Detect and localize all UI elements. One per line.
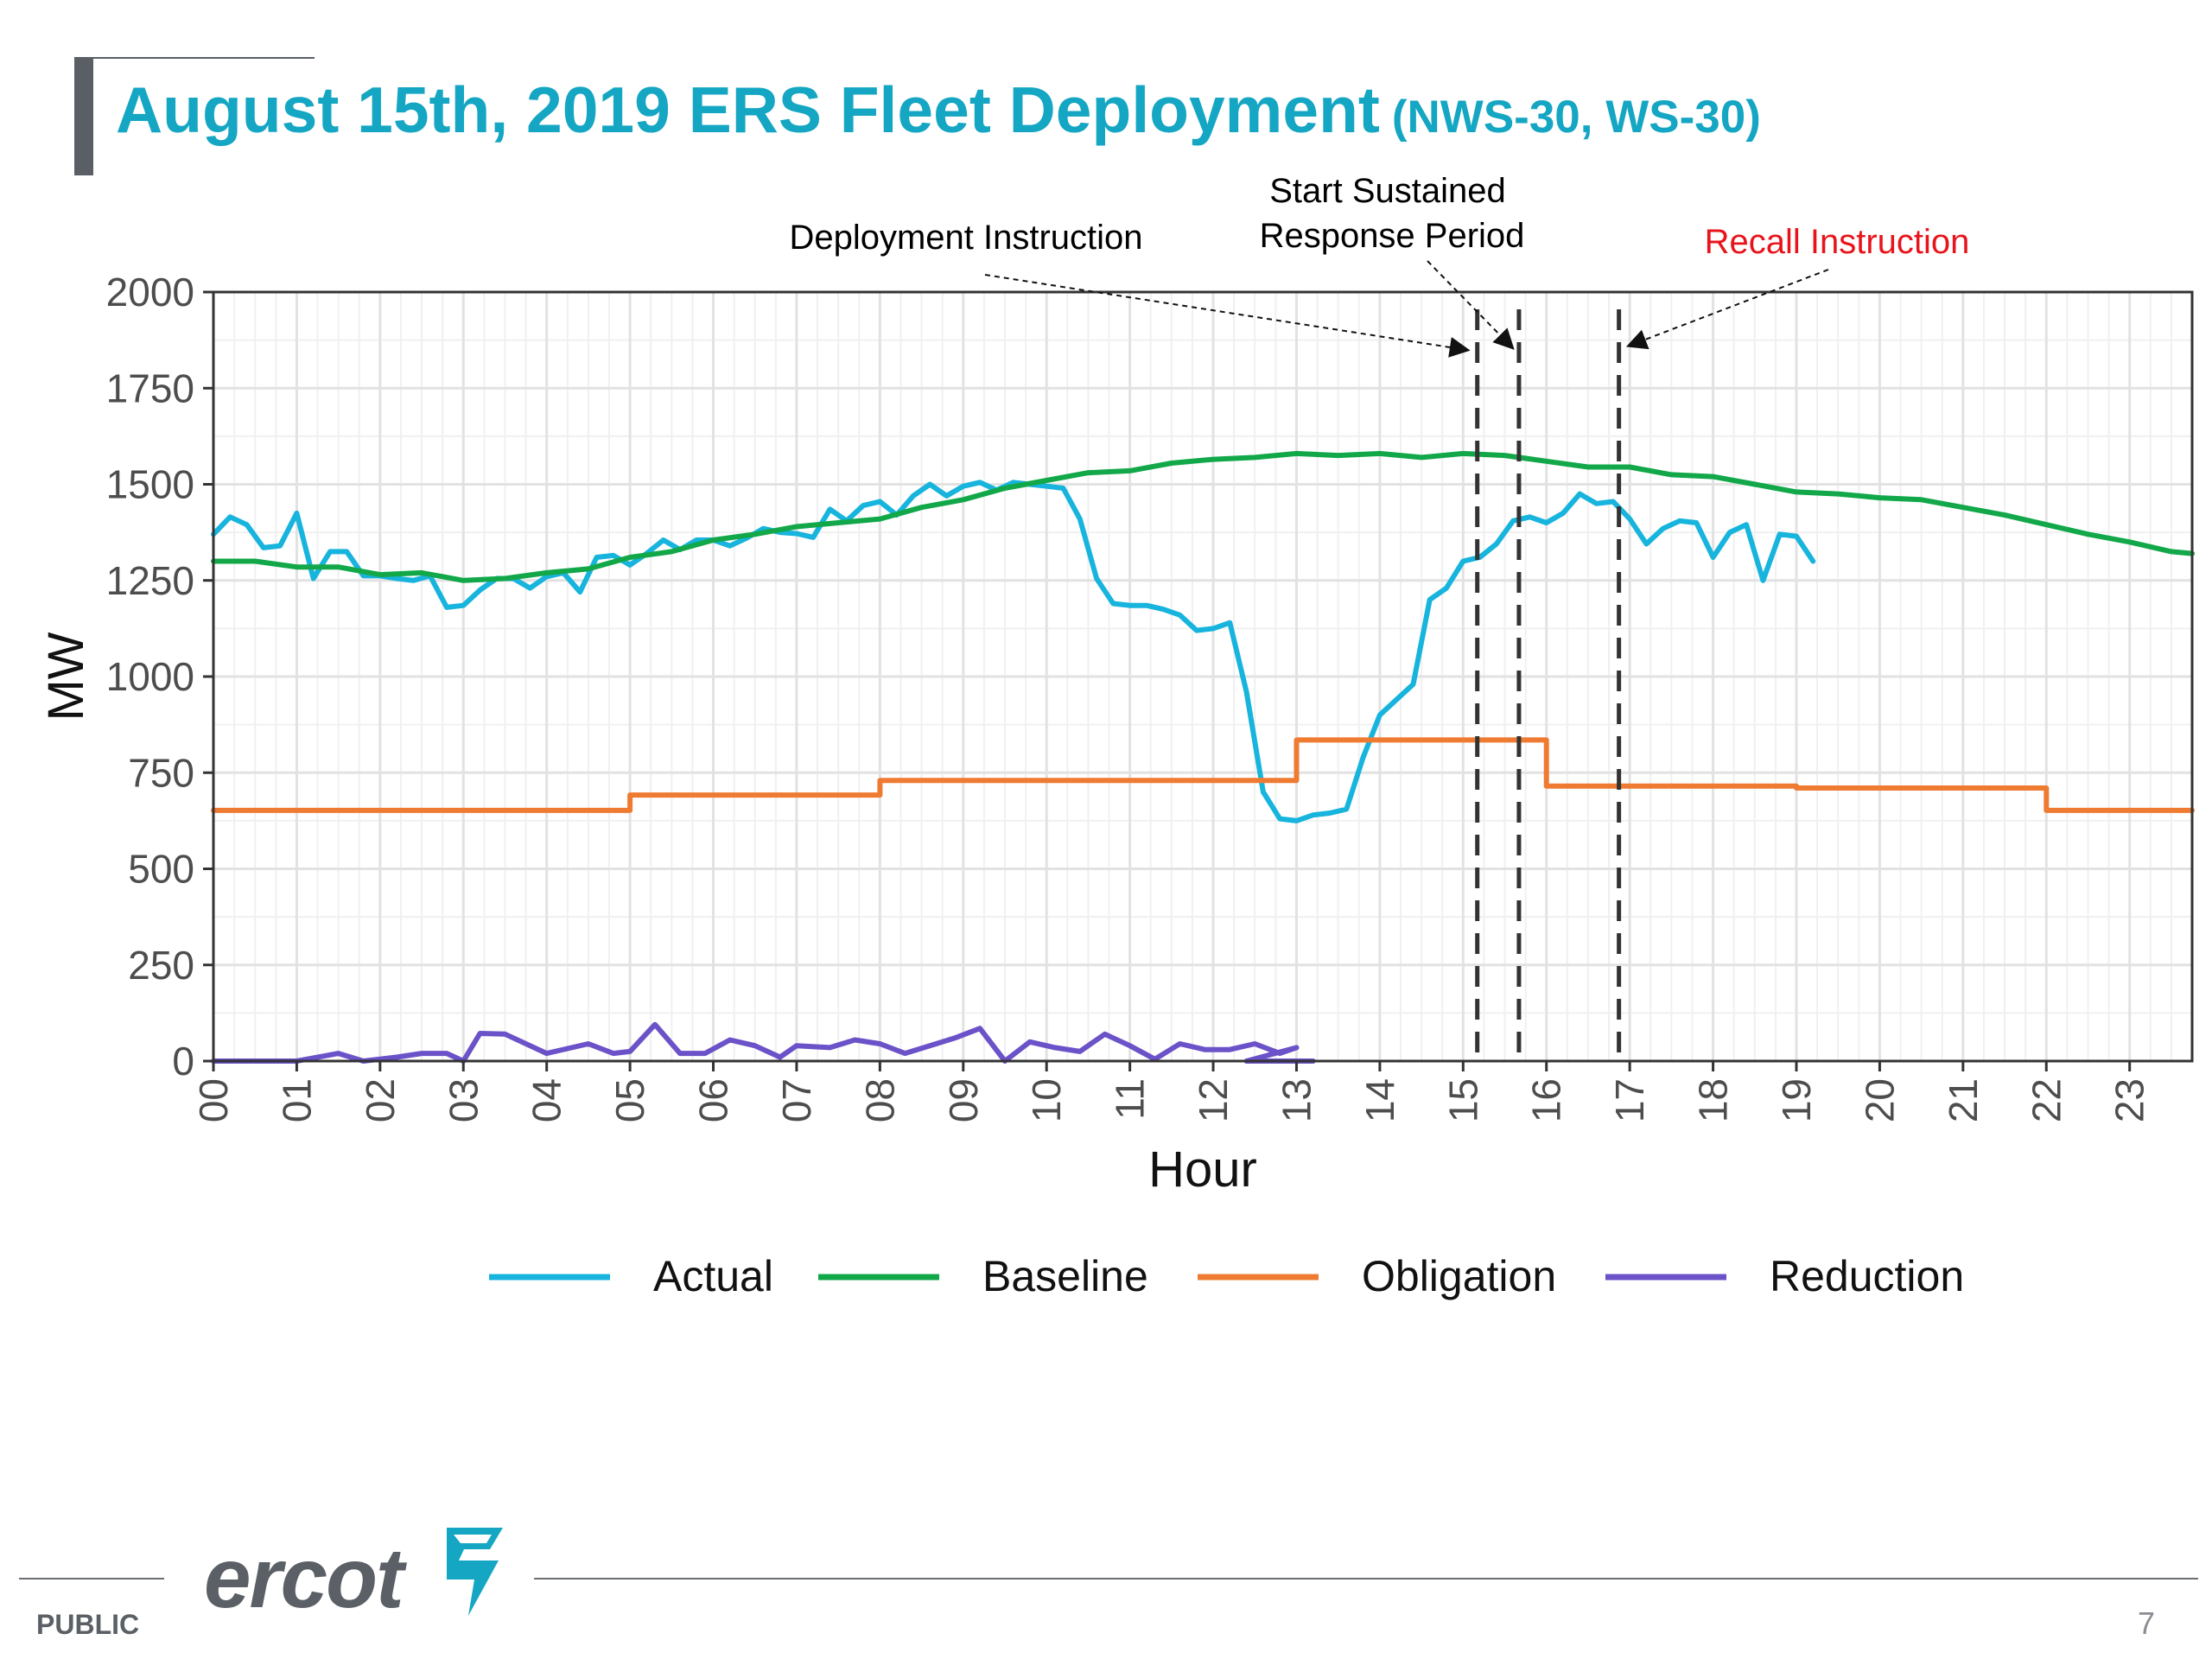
slide-title-main: August 15th, 2019 ERS Fleet Deployment: [116, 73, 1380, 146]
series-line-obligation: [211, 737, 2195, 813]
series-line-baseline: [211, 450, 2195, 583]
series-line-reduction: [211, 1021, 1316, 1064]
slide-title: August 15th, 2019 ERS Fleet Deployment (N…: [116, 73, 1761, 147]
x-tick-label: 03: [441, 1078, 486, 1122]
x-tick-label: 18: [1691, 1078, 1736, 1122]
x-tick-label: 00: [191, 1078, 236, 1122]
x-tick-label: 20: [1857, 1078, 1902, 1122]
annotation-recall-instruction: Recall Instruction: [1705, 223, 1970, 261]
annotation-deployment-instruction: Deployment Instruction: [789, 219, 1142, 257]
y-tick-label: 1250: [106, 558, 194, 603]
x-tick-label: 13: [1274, 1078, 1319, 1122]
legend-label-obligation: Obligation: [1362, 1252, 1556, 1300]
x-tick-label: 17: [1607, 1078, 1652, 1122]
x-tick-label: 23: [2107, 1078, 2152, 1122]
annotation-arrow: [1427, 260, 1515, 350]
x-tick-label: 11: [1108, 1078, 1153, 1120]
y-tick-label: 500: [128, 847, 194, 892]
y-tick-label: 1750: [106, 365, 194, 410]
annotation-start-sustained: Start Sustained: [1269, 172, 1506, 210]
x-tick-label: 19: [1774, 1078, 1819, 1122]
title-accent-bar: [74, 59, 93, 175]
legend-label-actual: Actual: [653, 1252, 773, 1300]
x-tick-label: 14: [1357, 1078, 1402, 1122]
y-tick-label: 2000: [106, 270, 194, 315]
y-tick-label: 1000: [106, 654, 194, 699]
y-tick-label: 750: [128, 750, 194, 795]
y-axis-label: MW: [38, 632, 94, 721]
series-line-actual: [211, 480, 1816, 823]
x-tick-label: 08: [857, 1078, 902, 1122]
ercot-logo: ercot: [204, 1519, 516, 1627]
ers-deployment-chart: 0 250 500 750 1000 1250 1500 1750 2000 00 01 02 03 04…: [38, 172, 2195, 1300]
slide-title-sub: (NWS-30, WS-30): [1391, 92, 1761, 143]
x-tick-label: 01: [274, 1078, 319, 1122]
x-tick-label: 02: [358, 1078, 403, 1122]
x-tick-label: 09: [941, 1078, 986, 1122]
y-tick-label: 250: [128, 943, 194, 988]
footer-public-label: PUBLIC: [36, 1609, 140, 1640]
x-tick-label: 05: [607, 1078, 652, 1122]
page-number: 7: [2138, 1605, 2156, 1641]
footer-divider-left: [19, 1578, 164, 1580]
title-rule: [74, 57, 315, 59]
x-tick-label: 04: [524, 1078, 569, 1122]
x-tick-label: 15: [1440, 1078, 1485, 1122]
footer-divider-right: [534, 1578, 2198, 1580]
x-tick-label: 12: [1191, 1078, 1236, 1122]
x-tick-label: 10: [1024, 1078, 1069, 1122]
annotation-arrow: [1625, 269, 1829, 350]
y-tick-label: 1500: [106, 462, 194, 507]
x-tick-label: 21: [1941, 1078, 1986, 1122]
legend-label-baseline: Baseline: [982, 1252, 1148, 1300]
ercot-logo-icon: [446, 1528, 503, 1616]
ercot-logo-text: ercot: [204, 1530, 404, 1625]
x-tick-label: 16: [1524, 1078, 1569, 1122]
x-axis-label: Hour: [1148, 1141, 1257, 1198]
y-tick-label: 0: [172, 1039, 194, 1084]
x-tick-label: 22: [2024, 1078, 2069, 1122]
legend-label-reduction: Reduction: [1770, 1252, 1964, 1300]
x-tick-label: 07: [774, 1078, 819, 1122]
x-tick-label: 06: [691, 1078, 736, 1122]
annotation-response-period: Response Period: [1260, 217, 1525, 255]
